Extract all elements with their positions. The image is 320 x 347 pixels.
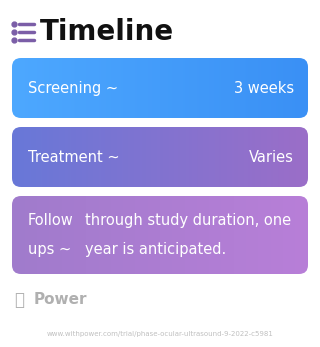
Text: year is anticipated.: year is anticipated. <box>85 242 226 256</box>
Text: Timeline: Timeline <box>40 18 174 46</box>
Text: Treatment ~: Treatment ~ <box>28 150 120 164</box>
Text: through study duration, one: through study duration, one <box>85 213 291 228</box>
Text: www.withpower.com/trial/phase-ocular-ultrasound-9-2022-c5981: www.withpower.com/trial/phase-ocular-ult… <box>47 331 273 337</box>
Text: Ⓟ: Ⓟ <box>14 291 24 309</box>
Text: Follow: Follow <box>28 213 74 228</box>
Text: Varies: Varies <box>249 150 294 164</box>
Text: 3 weeks: 3 weeks <box>234 81 294 95</box>
Text: Screening ~: Screening ~ <box>28 81 118 95</box>
Text: Power: Power <box>34 293 87 307</box>
Text: ups ~: ups ~ <box>28 242 71 256</box>
